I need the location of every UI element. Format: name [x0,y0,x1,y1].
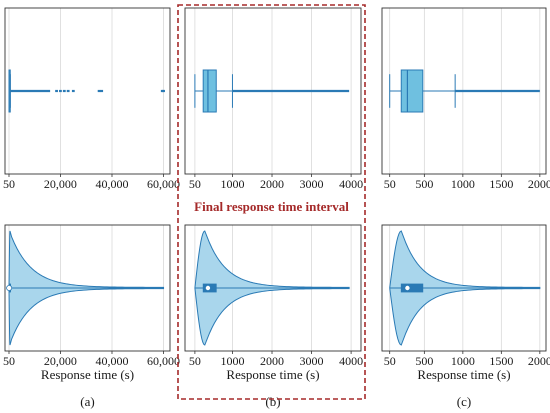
outlier-point-3 [66,89,70,93]
tick-label: 1500 [489,354,513,368]
tick-label: 50 [3,177,15,191]
median-marker [204,284,211,291]
tick-label: 50 [189,354,201,368]
outlier-point-8 [162,89,165,93]
tick-label: 40,000 [95,354,128,368]
violin-iqr-box [400,283,424,293]
outlier-point-0 [55,89,58,93]
tick-label: 3000 [300,177,324,191]
axes-frame [381,224,547,352]
tick-label: 60,000 [147,354,180,368]
median-marker [404,284,411,291]
tick-label: 2000 [528,177,550,191]
panel-a-violin: 50 20,000 40,000 60,000 Response time (s) (a) [3,224,180,409]
highlight-label: Final response time interval [194,199,349,214]
tick-label: 500 [415,177,433,191]
highlight-layer: Final response time interval [177,4,366,400]
tick-label: 1000 [451,177,475,191]
axes-frame [184,7,362,175]
panel-caption: (b) [265,394,280,409]
x-axis-label: Response time (s) [226,367,319,382]
axes-frame [184,224,362,352]
panel-c-boxplot: 50 500 1000 1500 2000 [381,7,550,191]
tick-label: 60,000 [147,177,180,191]
axes-frame [381,7,547,175]
tick-label: 500 [415,354,433,368]
outlier-point-6 [100,89,104,93]
panel-c-violin: 50 500 1000 1500 2000 Response time (s) (c) [381,224,550,409]
panel-caption: (a) [80,394,94,409]
tick-label: 40,000 [95,177,128,191]
tick-label: 1500 [489,177,513,191]
highlight-frame [177,4,366,400]
tick-label: 50 [384,177,396,191]
tick-label: 20,000 [44,354,77,368]
tick-label: 1000 [451,354,475,368]
tick-label: 1000 [220,177,244,191]
axes-frame [4,7,171,175]
tick-label: 2000 [528,354,550,368]
tick-label: 2000 [260,354,284,368]
outlier-point-1 [59,89,62,93]
x-axis-label: Response time (s) [41,367,134,382]
tick-label: 3000 [300,354,324,368]
tick-label: 50 [3,354,15,368]
iqr-box [202,69,217,113]
iqr-box [400,69,424,113]
panel-b-boxplot: 50 1000 2000 3000 4000 [184,7,363,191]
outlier-point-2 [62,89,66,93]
tick-label: 4000 [339,354,363,368]
tick-label: 4000 [339,177,363,191]
panels-layer: 50 20,000 40,000 60,000 50 20,000 40,000 60,000… [3,7,550,409]
panel-b-violin: 50 1000 2000 3000 4000 Response time (s) (b) [184,224,363,409]
highlight-label-bg [180,196,363,216]
tick-label: 2000 [260,177,284,191]
axes-frame [4,224,171,352]
tick-label: 50 [384,354,396,368]
panel-caption: (c) [457,394,471,409]
tick-label: 50 [189,177,201,191]
panel-a-boxplot: 50 20,000 40,000 60,000 [3,7,180,191]
tick-label: 1000 [220,354,244,368]
tick-label: 20,000 [44,177,77,191]
x-axis-label: Response time (s) [417,367,510,382]
outlier-point-5 [97,89,101,93]
outlier-point-4 [71,89,75,93]
median-marker [6,284,13,291]
